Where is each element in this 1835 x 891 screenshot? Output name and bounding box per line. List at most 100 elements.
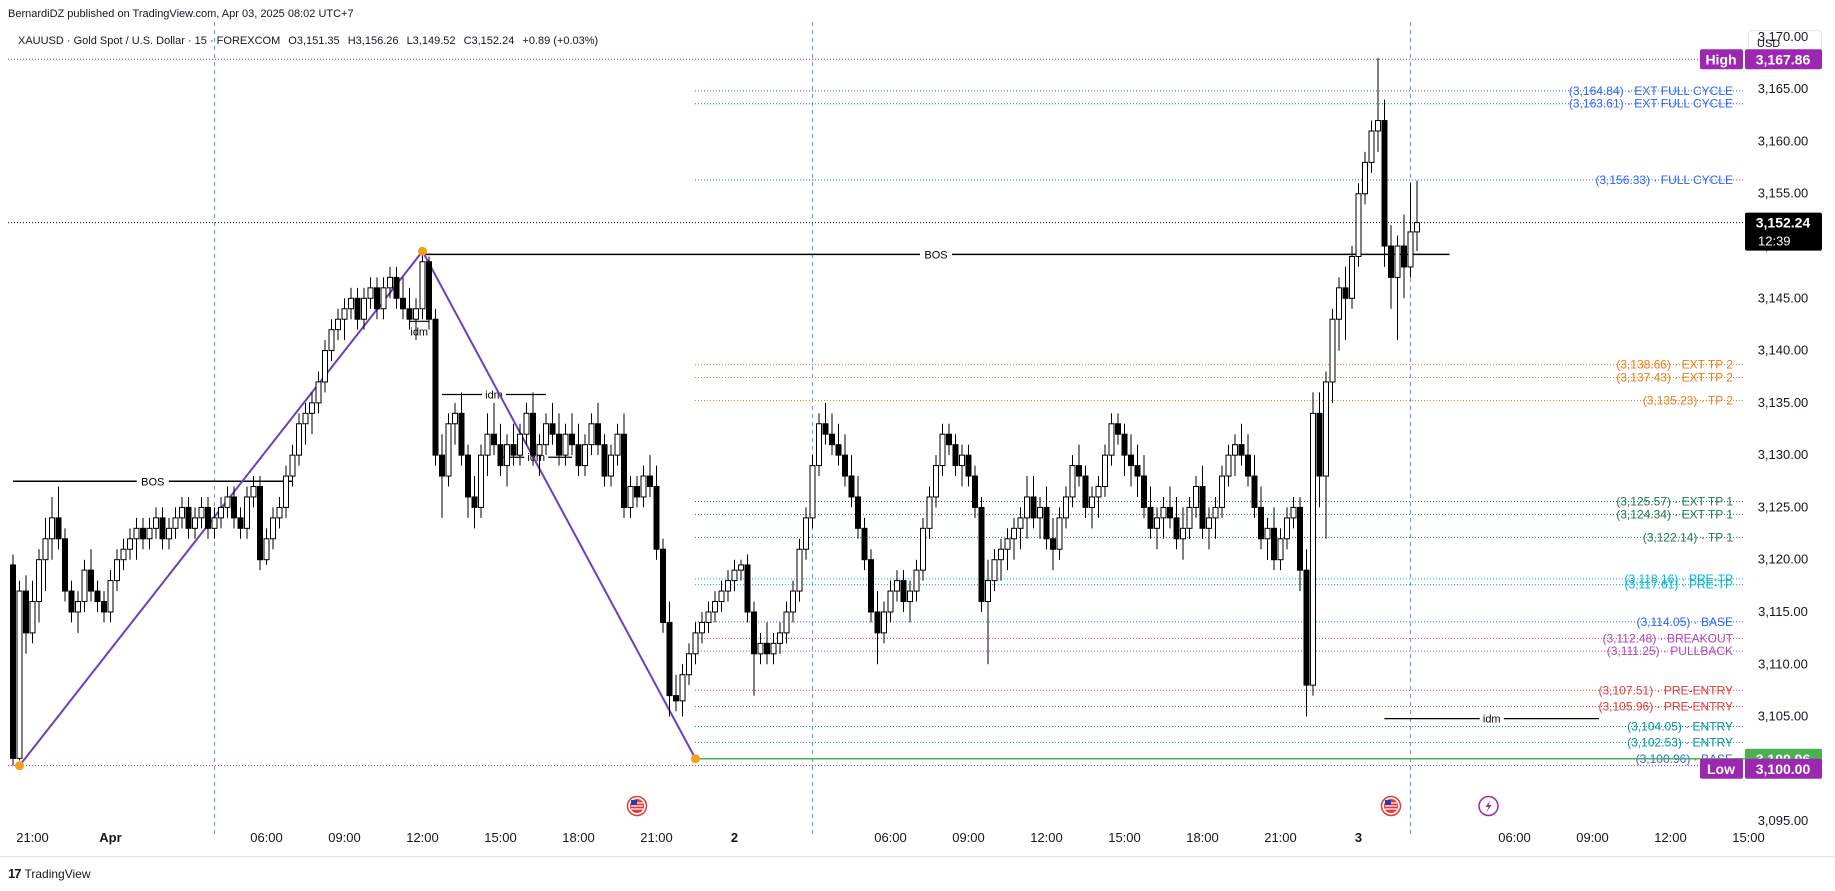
candle-body-up (991, 559, 998, 582)
candle-body-up (1011, 527, 1017, 540)
candle-body-up (328, 329, 335, 352)
level-label: (3,156.33) · FULL CYCLE (1595, 173, 1733, 187)
candle-body-up (504, 444, 510, 467)
candles[interactable] (10, 57, 1420, 766)
candle-body-up (244, 496, 250, 529)
candle (588, 413, 595, 456)
candle-body-up (816, 423, 822, 467)
candle (816, 413, 822, 477)
y-tick-label: 3,120.00 (1758, 552, 1809, 567)
candle-body-down (1245, 454, 1251, 477)
candle (517, 423, 523, 466)
events[interactable] (626, 795, 1499, 817)
candle (452, 402, 458, 445)
candle (211, 507, 218, 539)
candle-body-up (413, 308, 419, 320)
candle (1050, 517, 1056, 571)
candle (536, 434, 543, 477)
candle-body-up (926, 496, 933, 529)
tradingview-logo[interactable]: 17 TradingView (8, 866, 91, 881)
candle (309, 392, 315, 435)
candle (926, 486, 933, 539)
candle (88, 549, 94, 602)
candle-body-up (1323, 381, 1329, 477)
candle (1238, 423, 1245, 466)
candle-body-up (1089, 496, 1095, 508)
candle-body-up (1225, 454, 1232, 477)
candle-body-down (653, 486, 660, 550)
candle-body-down (1043, 506, 1050, 540)
candle (465, 444, 471, 518)
candle-body-down (952, 444, 959, 467)
candle (1180, 507, 1186, 560)
level-label: (3,135.23) · TP 2 (1643, 393, 1734, 407)
candle-body-up (536, 444, 543, 456)
candle-body-up (933, 465, 939, 498)
candle (322, 340, 328, 393)
candle (1004, 528, 1011, 571)
candle (835, 423, 842, 466)
candle-body-up (705, 611, 712, 623)
candle-body-up (1407, 231, 1414, 268)
candle (946, 423, 952, 456)
candle (874, 591, 881, 665)
candle-body-up (1310, 412, 1316, 686)
price-badge: 3,167.86 High (1700, 49, 1822, 70)
level-lines: (3,164.84) · EXT FULL CYCLE(3,163.61) · … (695, 84, 1745, 766)
candle (575, 423, 582, 477)
level-label: (3,111.25) · PULLBACK (1607, 644, 1733, 658)
candle-body-down (965, 454, 972, 477)
candle (406, 287, 413, 330)
time-axis[interactable]: 21:00 Apr 06:00 09:00 12:00 15:00 18:00 21:00 2 0… (16, 830, 1765, 845)
candle (23, 575, 29, 654)
candle (1388, 225, 1394, 309)
price-badge-tag-bg (1700, 49, 1743, 70)
candle-body-up (920, 527, 926, 571)
level-label: (3,163.61) · EXT FULL CYCLE (1569, 97, 1733, 111)
candle (361, 287, 367, 330)
level-label: (3,114.05) · BASE (1637, 615, 1734, 629)
us-flag-icon (1380, 795, 1402, 817)
bottom-divider (0, 856, 1835, 857)
candle (562, 423, 569, 466)
candle (1193, 476, 1199, 518)
candle-body-down (1050, 538, 1056, 550)
candle-body-down (621, 433, 627, 508)
candle (1069, 455, 1076, 508)
candle-body-down (861, 527, 868, 561)
candle-body-down (1141, 475, 1147, 508)
candle-body-up (289, 454, 296, 477)
candle-body-down (1388, 245, 1394, 278)
candle-body-down (354, 297, 361, 320)
candle-body-up (1394, 245, 1401, 278)
price-axis[interactable]: 3,095.00 3,100.00 3,105.00 3,110.00 3,115.00… (1758, 29, 1809, 828)
candle-body-down (62, 538, 68, 592)
candle (1121, 423, 1128, 477)
candle (842, 434, 848, 487)
high-low-lines (8, 58, 1745, 767)
y-tick-label: 3,140.00 (1758, 343, 1809, 358)
price-badges: 3,167.86High3,152.2412:393,100.963,100.0… (1700, 49, 1822, 779)
candle (1134, 444, 1141, 497)
candle-body-down (1401, 245, 1407, 268)
candle (712, 591, 718, 623)
y-tick-label: 3,110.00 (1758, 656, 1808, 671)
y-tick-label: 3,155.00 (1758, 186, 1809, 201)
x-tick-label: 12:00 (1654, 830, 1687, 845)
candle-body-up (1355, 193, 1362, 257)
candle-body-up (75, 601, 81, 613)
candle-body-up (16, 590, 23, 759)
candle-body-up (283, 475, 289, 508)
candle-body-up (881, 611, 887, 634)
candle (510, 423, 517, 466)
candle-body-down (842, 454, 848, 477)
candle-body-up (1206, 517, 1212, 529)
ohlc-low: L3,149.52 (406, 35, 456, 47)
candle (101, 591, 107, 623)
candle (803, 507, 809, 560)
candle (1303, 549, 1310, 717)
candle-body-up (809, 465, 816, 519)
level-label: (3,122.14) · TP 1 (1643, 530, 1734, 544)
candle (1108, 413, 1115, 466)
